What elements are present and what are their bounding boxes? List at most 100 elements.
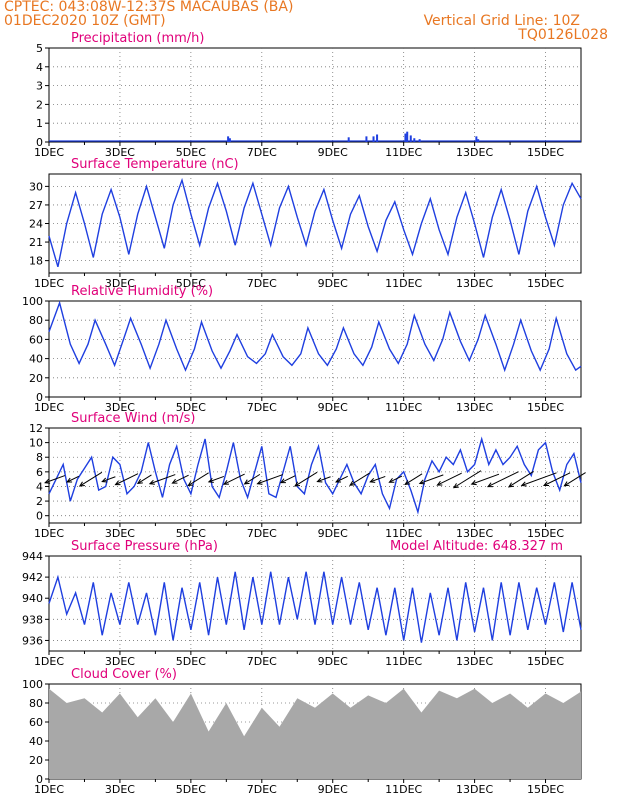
pres-ytick-label: 944 [22,550,43,563]
precip-xtick-label: 5DEC [176,146,206,159]
wind-xtick-label: 7DEC [247,527,277,540]
wind-arrow [349,472,370,486]
wind-arrow [137,474,152,484]
wind-ytick-label: 12 [29,422,43,435]
wind-xtick-label: 9DEC [318,527,348,540]
wind-arrow-head [148,479,155,485]
wind-arrow [79,471,103,487]
precip-bar [227,136,230,142]
wind-arrow-head [101,477,108,483]
grid-note: Vertical Grid Line: 10Z [423,13,580,29]
cloud-ytick-label: 40 [29,735,43,748]
cloud-xtick-label: 11DEC [385,783,422,796]
temp-xtick-label: 11DEC [385,277,422,290]
wind-xtick-label: 1DEC [34,527,64,540]
wind-arrow-head [222,479,229,485]
wind-arrow-head [507,482,514,488]
wind-arrow-head [436,480,443,486]
rh-ytick-label: 80 [29,314,43,327]
run-date: 01DEC2020 10Z (GMT) [4,13,166,29]
model-label: TQ0126L028 [518,27,608,43]
rh-xtick-label: 15DEC [527,401,564,414]
wind-arrow [294,471,318,487]
rh-xtick-label: 3DEC [105,401,135,414]
rh-xtick-label: 9DEC [318,401,348,414]
wind-xtick-label: 13DEC [456,527,493,540]
wind-ytick-label: 6 [36,466,43,479]
wind-arrow-head [279,478,286,484]
rh-xtick-label: 13DEC [456,401,493,414]
wind-arrow-head [418,479,425,485]
precip-frame [48,47,582,143]
wind-arrow-head [294,481,301,487]
precip-ytick-label: 4 [36,61,43,74]
precip-bar [376,134,379,142]
pres-xtick-label: 11DEC [385,655,422,668]
wind-arrow [66,475,79,483]
wind-arrow-head [243,479,250,485]
pres-xtick-label: 1DEC [34,655,64,668]
temp-title: Surface Temperature (nC) [71,157,239,172]
precip-xtick-label: 7DEC [247,146,277,159]
rh-line [48,300,582,373]
temp-xtick-label: 9DEC [318,277,348,290]
station-header: CPTEC: 043:08W-12:37S MACAUBAS (BA) [4,0,294,15]
cloud-xtick-label: 9DEC [318,783,348,796]
wind-arrow-head [404,479,411,486]
cloud-xtick-label: 3DEC [105,783,135,796]
temp-xtick-label: 13DEC [456,277,493,290]
wind-arrow [453,470,482,489]
precip-bar [475,136,478,142]
precip-ytick-label: 3 [36,80,43,93]
temp-ytick-label: 27 [29,199,43,212]
cloud-title: Cloud Cover (%) [71,667,177,682]
wind-xtick-label: 15DEC [527,527,564,540]
wind-arrow [149,474,176,485]
precip-ytick-label: 1 [36,117,43,130]
wind-arrow-head [335,477,342,483]
precip-bar [413,138,416,142]
wind-arrow [471,473,500,485]
cloud-ytick-label: 20 [29,754,43,767]
wind-arrow-head [543,481,550,487]
wind-ytick-label: 2 [36,495,43,508]
wind-arrow-head [452,483,459,489]
rh-xtick-label: 5DEC [176,401,206,414]
pres-xtick-label: 3DEC [105,655,135,668]
pres-ytick-label: 940 [22,592,43,605]
wind-arrow [317,476,331,483]
cloud-xtick-label: 15DEC [527,783,564,796]
wind-xtick-label: 3DEC [105,527,135,540]
wind-arrow-head [256,479,263,485]
rh-ytick-label: 60 [29,333,43,346]
rh-frame [48,300,582,398]
pres-xtick-label: 9DEC [318,655,348,668]
wind-arrow [115,473,139,486]
wind-arrow-head [44,478,51,484]
precip-xtick-label: 13DEC [456,146,493,159]
pres-xtick-label: 5DEC [176,655,206,668]
cloud-area [49,688,581,779]
wind-xtick-label: 11DEC [385,527,422,540]
rh-xtick-label: 7DEC [247,401,277,414]
rh-ytick-label: 100 [22,295,43,308]
cloud-ytick-label: 0 [36,773,43,786]
pres-ytick-label: 942 [22,571,43,584]
wind-arrow [437,472,462,486]
wind-arrow [102,476,116,483]
wind-arrow [543,472,571,486]
cloud-xtick-label: 5DEC [176,783,206,796]
wind-arrow [244,473,261,485]
precip-bar [404,133,407,142]
wind-arrow-head [207,477,214,483]
wind-arrow-head [171,478,178,484]
pres-xtick-label: 7DEC [247,655,277,668]
rh-xtick-label: 1DEC [34,401,64,414]
cloud-ytick-label: 100 [22,678,43,691]
precip-bar [347,137,350,142]
precip-title: Precipitation (mm/h) [71,31,204,46]
temp-xtick-label: 5DEC [176,277,206,290]
wind-arrow-head [316,477,323,483]
wind-arrow [257,474,284,485]
wind-arrow [370,475,386,483]
